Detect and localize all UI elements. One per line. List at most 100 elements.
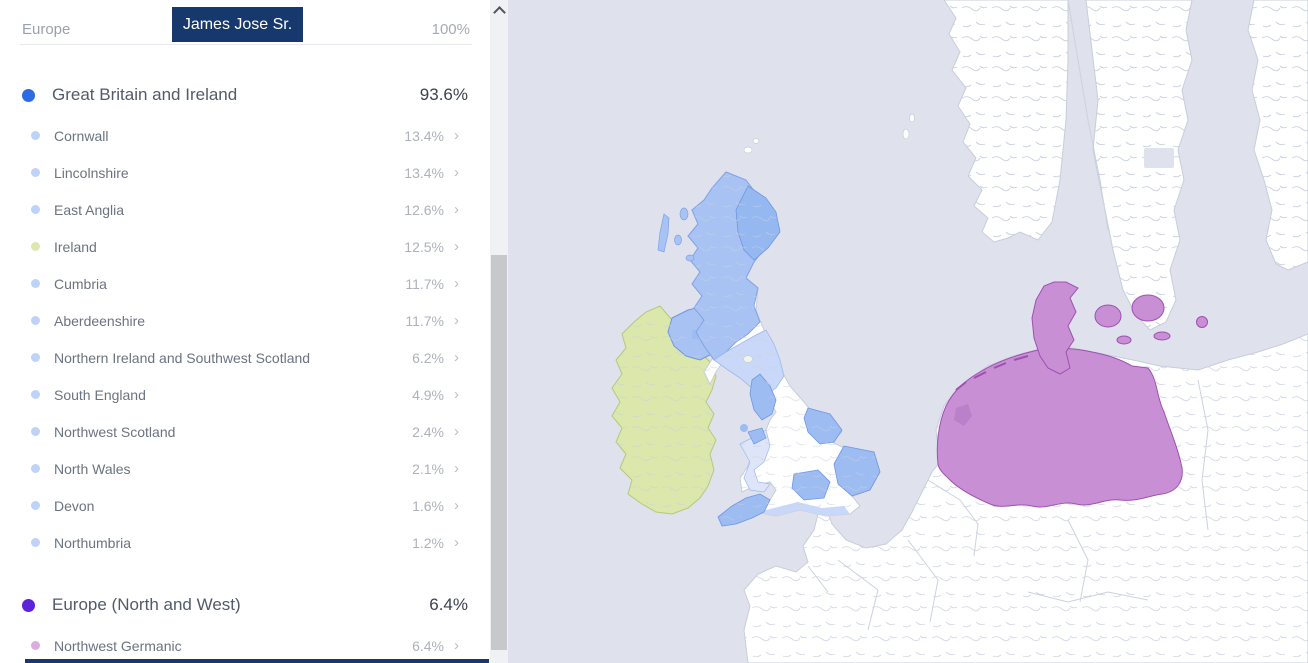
- region-dot-icon: [31, 205, 40, 214]
- map-small-islands: [657, 207, 695, 262]
- map-region-northwest-germanic[interactable]: [936, 281, 1208, 508]
- group-dot-icon: [22, 598, 35, 612]
- chevron-right-icon[interactable]: ›: [454, 497, 459, 514]
- norway-sweden-border: [1067, 0, 1109, 231]
- chevron-right-icon[interactable]: ›: [454, 164, 459, 181]
- region-dot-icon: [31, 316, 40, 325]
- panel-header: Europe James Jose Sr. 100%: [0, 0, 490, 44]
- region-percent: 4.9%: [412, 386, 444, 403]
- chevron-right-icon[interactable]: ›: [454, 349, 459, 366]
- region-percent: 13.4%: [404, 164, 444, 181]
- chevron-right-icon[interactable]: ›: [454, 238, 459, 255]
- group-percent: 6.4%: [429, 595, 468, 614]
- region-percent: 12.5%: [404, 238, 444, 255]
- region-list: Great Britain and Ireland 93.6% Cornwall 13…: [0, 45, 490, 663]
- map-anglesey: [740, 424, 748, 432]
- region-label: Aberdeenshire: [54, 312, 146, 329]
- region-label: Cornwall: [54, 127, 109, 144]
- region-percent: 2.4%: [412, 423, 444, 440]
- scroll-up-icon: [493, 6, 506, 19]
- header-total-percent: 100%: [431, 21, 470, 38]
- chevron-right-icon[interactable]: ›: [454, 275, 459, 292]
- region-label: Northumbria: [54, 534, 132, 551]
- subregion-list: Northwest Germanic 6.4% ›: [0, 627, 490, 663]
- region-dot-icon: [31, 168, 40, 177]
- region-row-northumbria[interactable]: Northumbria 1.2% ›: [0, 524, 490, 561]
- region-percent: 13.4%: [404, 127, 444, 144]
- region-label: Ireland: [54, 238, 97, 255]
- ethnicity-results-panel: Europe James Jose Sr. 100% Great Britain…: [0, 0, 490, 663]
- region-dot-icon: [31, 353, 40, 362]
- region-percent: 1.6%: [412, 497, 444, 514]
- region-row-cumbria[interactable]: Cumbria 11.7% ›: [0, 265, 490, 302]
- region-percent: 12.6%: [404, 201, 444, 218]
- region-percent: 6.2%: [412, 349, 444, 366]
- channel-island-2: [826, 564, 830, 568]
- region-dot-icon: [31, 538, 40, 547]
- chevron-right-icon[interactable]: ›: [454, 386, 459, 403]
- region-label: Devon: [54, 497, 95, 514]
- region-row-north-wales[interactable]: North Wales 2.1% ›: [0, 450, 490, 487]
- mainland-borders: [807, 379, 1209, 631]
- bottom-dark-bar: [25, 659, 489, 663]
- group-row-great-britain-and-ireland[interactable]: Great Britain and Ireland 93.6%: [0, 81, 490, 109]
- map-northern-isles: [743, 113, 915, 154]
- chevron-right-icon[interactable]: ›: [454, 312, 459, 329]
- header-divider: [20, 44, 472, 45]
- header-region-label: Europe: [22, 21, 71, 38]
- chevron-right-icon[interactable]: ›: [454, 127, 459, 144]
- region-percent: 2.1%: [412, 460, 444, 477]
- region-dot-icon: [31, 641, 40, 650]
- region-label: East Anglia: [54, 201, 125, 218]
- scroll-up-button[interactable]: [490, 0, 508, 19]
- region-label: Northern Ireland and Southwest Scotland: [54, 349, 311, 366]
- group-percent: 93.6%: [419, 85, 468, 104]
- region-row-devon[interactable]: Devon 1.6% ›: [0, 487, 490, 524]
- region-row-cornwall[interactable]: Cornwall 13.4% ›: [0, 117, 490, 154]
- region-percent: 1.2%: [412, 534, 444, 551]
- chevron-right-icon[interactable]: ›: [454, 534, 459, 551]
- group-dot-icon: [22, 88, 35, 102]
- region-row-east-anglia[interactable]: East Anglia 12.6% ›: [0, 191, 490, 228]
- region-dot-icon: [31, 464, 40, 473]
- lough-neagh: [692, 330, 701, 339]
- region-row-aberdeenshire[interactable]: Aberdeenshire 11.7% ›: [0, 302, 490, 339]
- region-dot-icon: [31, 427, 40, 436]
- ethnicity-map: [508, 0, 1308, 663]
- region-row-northwest-germanic[interactable]: Northwest Germanic 6.4% ›: [0, 627, 490, 663]
- subregion-list: Cornwall 13.4% › Lincolnshire 13.4% › East Ang…: [0, 117, 490, 561]
- region-row-south-england[interactable]: South England 4.9% ›: [0, 376, 490, 413]
- region-dot-icon: [31, 279, 40, 288]
- region-percent: 6.4%: [412, 637, 444, 654]
- chevron-right-icon[interactable]: ›: [454, 460, 459, 477]
- person-name-badge: James Jose Sr.: [172, 7, 303, 42]
- region-label: Northwest Germanic: [54, 637, 182, 654]
- region-row-northern-ireland-and-southwest-scotland[interactable]: Northern Ireland and Southwest Scotland 6…: [0, 339, 490, 376]
- region-label: North Wales: [54, 460, 131, 477]
- region-dot-icon: [31, 390, 40, 399]
- chevron-right-icon[interactable]: ›: [454, 201, 459, 218]
- ijsselmeer: [954, 404, 972, 426]
- scrollbar-thumb[interactable]: [491, 255, 507, 650]
- region-row-ireland[interactable]: Ireland 12.5% ›: [0, 228, 490, 265]
- region-row-lincolnshire[interactable]: Lincolnshire 13.4% ›: [0, 154, 490, 191]
- panel-scrollbar[interactable]: [490, 0, 508, 663]
- region-row-northwest-scotland[interactable]: Northwest Scotland 2.4% ›: [0, 413, 490, 450]
- region-dot-icon: [31, 242, 40, 251]
- region-label: Lincolnshire: [54, 164, 129, 181]
- region-label: South England: [54, 386, 146, 403]
- group-label: Europe (North and West): [52, 595, 241, 614]
- region-label: Northwest Scotland: [54, 423, 176, 440]
- region-dot-icon: [31, 501, 40, 510]
- chevron-right-icon[interactable]: ›: [454, 637, 459, 654]
- region-percent: 11.7%: [405, 312, 444, 329]
- swedish-lake: [1144, 148, 1174, 168]
- chevron-right-icon[interactable]: ›: [454, 423, 459, 440]
- region-dot-icon: [31, 131, 40, 140]
- group-row-europe-north-and-west[interactable]: Europe (North and West) 6.4%: [0, 591, 490, 619]
- region-label: Cumbria: [54, 275, 107, 292]
- group-label: Great Britain and Ireland: [52, 85, 238, 104]
- channel-island-1: [816, 558, 820, 562]
- region-percent: 11.7%: [405, 275, 444, 292]
